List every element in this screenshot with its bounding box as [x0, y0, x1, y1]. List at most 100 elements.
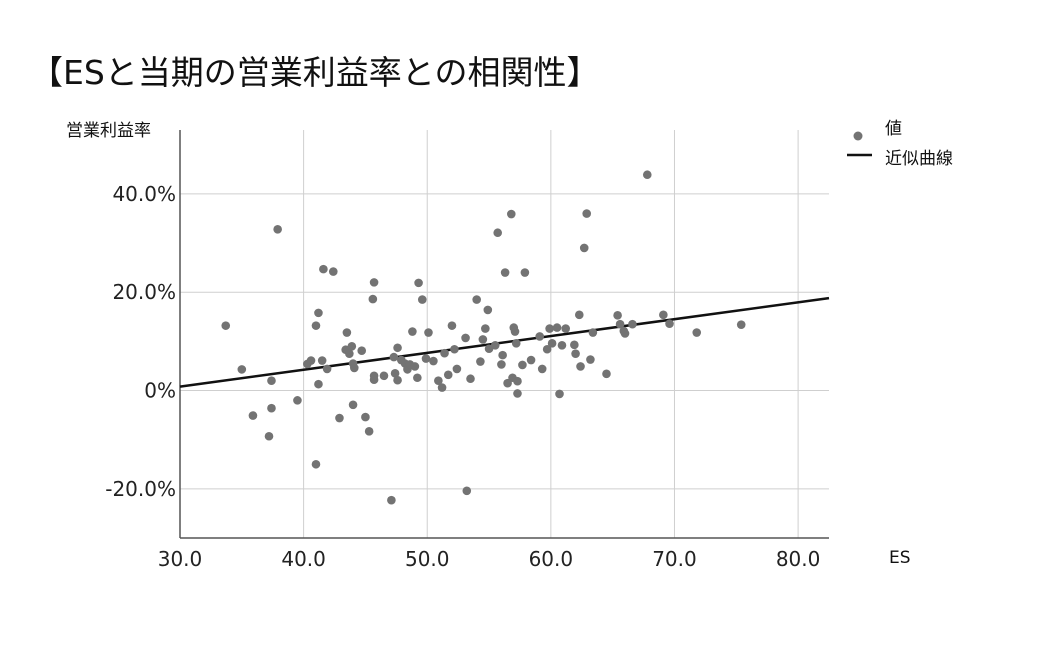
data-point [570, 340, 579, 350]
data-point [586, 355, 595, 364]
data-point [576, 362, 585, 371]
data-point [500, 268, 510, 277]
data-point [547, 339, 557, 348]
data-point [347, 341, 357, 351]
data-point [434, 376, 443, 385]
data-point [335, 413, 344, 423]
data-point [659, 310, 668, 320]
data-point [314, 379, 323, 389]
data-point [497, 360, 506, 369]
data-point [447, 321, 457, 330]
data-point [221, 321, 231, 330]
data-point [440, 348, 449, 358]
data-point [429, 356, 438, 366]
y-tick-label: -20.0% [105, 477, 176, 501]
data-point [348, 400, 358, 410]
data-point [364, 427, 374, 436]
data-point [579, 243, 589, 253]
data-point [466, 374, 475, 384]
data-point [498, 350, 507, 360]
data-point [393, 343, 402, 353]
data-point [542, 344, 552, 354]
data-point [472, 295, 481, 304]
x-tick-label: 30.0 [158, 547, 203, 571]
data-points [221, 170, 746, 505]
x-axis-label: ES [889, 548, 911, 568]
data-point [571, 349, 580, 358]
data-point [557, 341, 567, 350]
data-point [311, 321, 321, 330]
data-point [613, 311, 622, 320]
data-point [462, 486, 472, 496]
data-point [408, 327, 417, 336]
data-point [293, 396, 302, 405]
x-tick-label: 60.0 [529, 547, 574, 571]
x-tick-label: 80.0 [776, 547, 821, 571]
data-point [692, 328, 702, 337]
data-point [461, 333, 470, 343]
data-point [393, 375, 402, 385]
data-point [642, 170, 652, 180]
data-point [526, 355, 536, 365]
data-point [620, 329, 630, 338]
data-point [483, 305, 493, 315]
tick-labels: 30.0 40.0 50.0 60.0 70.0 80.0 -20.0% 0% 20.0% 40.… [105, 182, 820, 571]
page-title: 【ESと当期の営業利益率との相関性】 [30, 53, 600, 92]
data-point [314, 308, 323, 318]
y-axis-label: 営業利益率 [66, 121, 151, 141]
data-point [513, 376, 522, 386]
data-point [369, 278, 379, 287]
x-tick-label: 70.0 [652, 547, 697, 571]
data-point [561, 324, 570, 333]
data-point [413, 373, 422, 383]
data-point [509, 323, 519, 332]
data-point [387, 495, 396, 505]
data-point [736, 320, 746, 329]
legend: 値 近似曲線 [847, 119, 953, 169]
data-point [273, 224, 282, 234]
data-point [410, 362, 420, 371]
data-point [306, 356, 316, 365]
grid-layer [180, 130, 829, 538]
data-point [369, 375, 379, 385]
data-point [319, 264, 328, 274]
y-tick-label: 40.0% [112, 182, 176, 206]
data-point [368, 294, 378, 304]
data-point [476, 357, 485, 366]
data-point [511, 339, 521, 348]
legend-label-trendline: 近似曲線 [885, 149, 953, 169]
data-point [665, 319, 674, 328]
trend-line [179, 296, 830, 388]
data-point [417, 295, 427, 304]
data-point [414, 278, 423, 288]
data-point [588, 328, 598, 337]
data-point [582, 209, 592, 218]
data-point [390, 369, 400, 378]
data-point [328, 267, 338, 276]
data-point [311, 459, 321, 469]
data-point [237, 365, 247, 374]
data-point [513, 389, 522, 398]
data-point [450, 344, 459, 354]
data-point [478, 335, 488, 344]
y-tick-label: 0% [144, 379, 176, 403]
data-point [615, 319, 625, 329]
legend-marker-values [853, 131, 863, 141]
data-point [545, 324, 554, 333]
data-point [481, 324, 490, 333]
data-point [322, 364, 332, 374]
data-point [518, 360, 527, 370]
x-tick-label: 50.0 [405, 547, 450, 571]
data-point [317, 356, 327, 365]
data-point [421, 354, 431, 363]
data-point [574, 310, 584, 320]
data-point [602, 369, 611, 379]
legend-label-values: 値 [885, 119, 902, 139]
data-point [493, 228, 503, 238]
data-point [342, 328, 352, 337]
data-point [506, 209, 516, 219]
data-point [537, 364, 547, 374]
y-tick-label: 20.0% [112, 280, 176, 304]
data-point [361, 412, 370, 422]
